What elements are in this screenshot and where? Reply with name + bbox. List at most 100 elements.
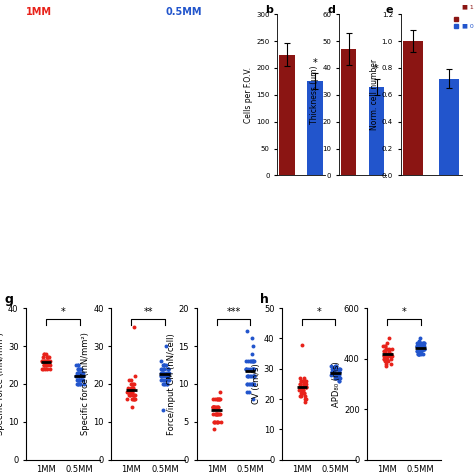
Point: [129, 392, 137, 399]
Point: [76, 380, 84, 388]
Text: NCad SAA DAPI: NCad SAA DAPI: [268, 283, 306, 287]
Point: [164, 376, 172, 384]
Point: [414, 340, 421, 347]
Point: [301, 398, 309, 406]
Point: [250, 357, 257, 365]
Text: *: *: [316, 307, 321, 317]
Point: [248, 335, 255, 342]
Point: [380, 352, 387, 360]
Text: 50 µm: 50 µm: [98, 265, 116, 271]
Point: [329, 365, 337, 373]
Point: [336, 374, 343, 382]
Point: [418, 344, 426, 351]
Point: [419, 340, 427, 347]
Point: [216, 395, 224, 403]
Point: [164, 365, 172, 373]
Point: [381, 355, 388, 363]
Point: [299, 383, 306, 391]
Point: [213, 395, 221, 403]
Point: [78, 373, 85, 380]
Point: [73, 373, 81, 380]
Point: [242, 365, 250, 373]
Point: [382, 357, 390, 365]
Point: [299, 386, 306, 394]
Point: [39, 354, 46, 361]
Point: [250, 373, 258, 380]
Point: [302, 380, 310, 388]
Point: [417, 345, 425, 352]
Point: [75, 376, 83, 384]
Point: [300, 386, 307, 394]
Point: [126, 388, 133, 395]
Point: [130, 380, 138, 388]
Point: [40, 350, 48, 357]
Point: [243, 373, 251, 380]
Point: [164, 380, 171, 388]
Point: [415, 350, 423, 357]
Point: [164, 365, 172, 373]
Point: [245, 388, 253, 395]
Point: [249, 395, 256, 403]
Point: [124, 384, 132, 392]
Point: [333, 362, 340, 370]
Point: [77, 369, 85, 376]
Point: [129, 395, 137, 403]
Point: [125, 392, 133, 399]
Point: [382, 345, 389, 352]
Point: [249, 373, 256, 380]
Point: [216, 395, 223, 403]
Point: [413, 342, 420, 350]
Point: [242, 365, 250, 373]
Point: [246, 380, 254, 388]
Point: [328, 365, 336, 373]
Point: [210, 418, 218, 426]
Point: [302, 377, 310, 385]
Point: [382, 347, 389, 355]
Point: [330, 368, 337, 375]
Point: [415, 347, 423, 355]
Point: [128, 384, 136, 392]
Point: [248, 380, 256, 388]
Text: *: *: [374, 64, 379, 74]
Point: [128, 384, 136, 392]
Point: [335, 371, 343, 379]
Point: [245, 357, 252, 365]
Point: [162, 369, 169, 376]
Point: [211, 418, 219, 426]
Point: [41, 365, 49, 373]
Point: [302, 383, 310, 391]
Bar: [439, 79, 459, 175]
Point: [74, 380, 82, 388]
Point: [335, 365, 343, 373]
Point: [385, 335, 393, 342]
Point: [333, 371, 340, 379]
Point: [209, 403, 217, 410]
Point: [246, 373, 254, 380]
Point: [72, 373, 80, 380]
Point: [72, 373, 80, 380]
Point: [42, 361, 49, 369]
Point: [298, 383, 306, 391]
Point: [211, 403, 219, 410]
Point: [162, 373, 170, 380]
Point: [299, 377, 306, 385]
Point: [213, 418, 221, 426]
Point: [160, 380, 168, 388]
Y-axis label: Force/input CM (nN/cell): Force/input CM (nN/cell): [167, 333, 176, 435]
Point: [416, 347, 424, 355]
Point: [297, 392, 304, 400]
Point: [38, 357, 46, 365]
Point: [419, 345, 427, 352]
Point: [46, 361, 54, 369]
Point: [44, 354, 51, 361]
Bar: [403, 41, 423, 175]
Point: [209, 403, 217, 410]
Point: [382, 342, 389, 350]
Point: [248, 357, 256, 365]
Point: [210, 418, 218, 426]
Point: [160, 373, 167, 380]
Point: [130, 392, 137, 399]
Text: g: g: [4, 293, 13, 306]
Point: [382, 360, 389, 367]
Point: [160, 365, 168, 373]
